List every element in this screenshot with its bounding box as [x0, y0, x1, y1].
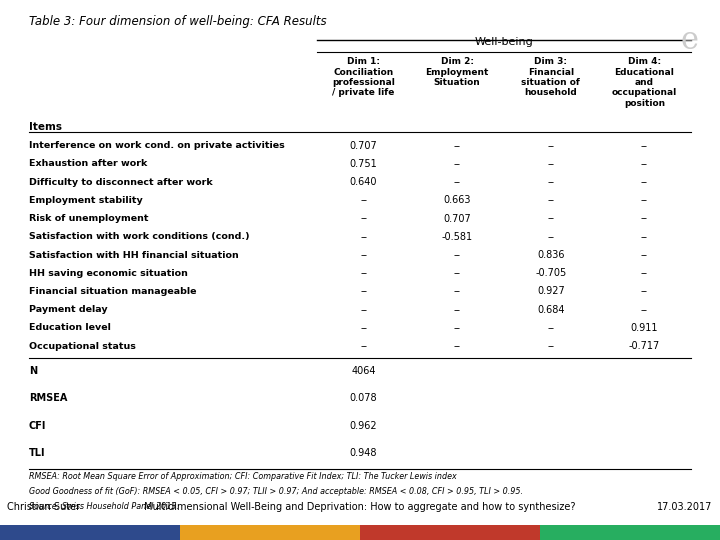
Text: --: -- [454, 141, 461, 151]
Text: Occupational status: Occupational status [29, 342, 135, 350]
Text: CFI: CFI [29, 421, 46, 430]
Text: Satisfaction with HH financial situation: Satisfaction with HH financial situation [29, 251, 238, 260]
Text: --: -- [454, 305, 461, 315]
Text: --: -- [547, 141, 554, 151]
Text: --: -- [547, 232, 554, 242]
Text: --: -- [454, 177, 461, 187]
Text: Source: Swiss Household Panel 2013.: Source: Swiss Household Panel 2013. [29, 502, 179, 511]
Text: 0.751: 0.751 [350, 159, 377, 169]
Text: 0.948: 0.948 [350, 448, 377, 458]
Text: -0.717: -0.717 [629, 341, 660, 351]
Text: --: -- [360, 250, 367, 260]
Text: Difficulty to disconnect after work: Difficulty to disconnect after work [29, 178, 212, 187]
Text: N: N [29, 366, 37, 376]
Text: --: -- [641, 268, 648, 278]
Text: Table 3: Four dimension of well-being: CFA Results: Table 3: Four dimension of well-being: C… [29, 15, 326, 28]
FancyBboxPatch shape [360, 525, 540, 540]
Text: -0.581: -0.581 [441, 232, 473, 242]
Text: --: -- [360, 341, 367, 351]
Text: Financial situation manageable: Financial situation manageable [29, 287, 197, 296]
Text: 0.663: 0.663 [444, 195, 471, 205]
Text: 0.684: 0.684 [537, 305, 564, 315]
Text: Exhaustion after work: Exhaustion after work [29, 159, 147, 168]
Text: --: -- [360, 286, 367, 296]
Text: Dim 4:
Educational
and
occupational
position: Dim 4: Educational and occupational posi… [612, 57, 677, 108]
FancyBboxPatch shape [540, 525, 720, 540]
Text: 0.707: 0.707 [350, 141, 377, 151]
Text: --: -- [454, 323, 461, 333]
Text: --: -- [360, 214, 367, 224]
Text: Satisfaction with work conditions (cond.): Satisfaction with work conditions (cond.… [29, 232, 249, 241]
Text: --: -- [547, 323, 554, 333]
Text: Interference on work cond. on private activities: Interference on work cond. on private ac… [29, 141, 284, 150]
Text: Payment delay: Payment delay [29, 305, 107, 314]
Text: Well-being: Well-being [474, 37, 534, 47]
Text: 17.03.2017: 17.03.2017 [657, 502, 713, 512]
Text: 0.078: 0.078 [350, 393, 377, 403]
Text: --: -- [454, 268, 461, 278]
Text: --: -- [641, 250, 648, 260]
Text: --: -- [641, 286, 648, 296]
Text: Employment stability: Employment stability [29, 196, 143, 205]
Text: --: -- [360, 305, 367, 315]
Text: Multidimensional Well-Being and Deprivation: How to aggregate and how to synthes: Multidimensional Well-Being and Deprivat… [144, 502, 576, 512]
Text: --: -- [360, 232, 367, 242]
Text: 0.911: 0.911 [631, 323, 658, 333]
Text: --: -- [641, 177, 648, 187]
Text: --: -- [454, 286, 461, 296]
Text: 4064: 4064 [351, 366, 376, 376]
Text: 0.836: 0.836 [537, 250, 564, 260]
Text: Dim 2:
Employment
Situation: Dim 2: Employment Situation [426, 57, 489, 87]
Text: Dim 1:
Conciliation
professional
/ private life: Dim 1: Conciliation professional / priva… [332, 57, 395, 97]
Text: 0.927: 0.927 [537, 286, 564, 296]
Text: RMSEA: RMSEA [29, 393, 67, 403]
Text: 0.962: 0.962 [350, 421, 377, 430]
Text: --: -- [547, 159, 554, 169]
Text: Dim 3:
Financial
situation of
household: Dim 3: Financial situation of household [521, 57, 580, 97]
Text: Education level: Education level [29, 323, 111, 333]
Text: Risk of unemployment: Risk of unemployment [29, 214, 148, 223]
Text: --: -- [547, 195, 554, 205]
Text: 0.707: 0.707 [444, 214, 471, 224]
Text: HH saving economic situation: HH saving economic situation [29, 269, 188, 278]
Text: RMSEA: Root Mean Square Error of Approximation; CFI: Comparative Fit Index; TLI:: RMSEA: Root Mean Square Error of Approxi… [29, 472, 456, 481]
Text: --: -- [454, 341, 461, 351]
FancyBboxPatch shape [180, 525, 360, 540]
Text: --: -- [547, 214, 554, 224]
Text: Good Goodness of fit (GoF): RMSEA < 0.05, CFI > 0.97; TLII > 0.97; And acceptabl: Good Goodness of fit (GoF): RMSEA < 0.05… [29, 487, 523, 496]
Text: --: -- [547, 177, 554, 187]
Text: --: -- [641, 214, 648, 224]
Text: --: -- [641, 159, 648, 169]
Text: --: -- [641, 232, 648, 242]
Text: 0.640: 0.640 [350, 177, 377, 187]
Text: --: -- [360, 323, 367, 333]
Text: --: -- [454, 250, 461, 260]
FancyBboxPatch shape [0, 525, 180, 540]
Text: Items: Items [29, 122, 62, 132]
Text: -0.705: -0.705 [535, 268, 567, 278]
Text: --: -- [641, 305, 648, 315]
Text: --: -- [454, 159, 461, 169]
Text: Christian Suter: Christian Suter [7, 502, 81, 512]
Text: --: -- [641, 141, 648, 151]
Text: --: -- [547, 341, 554, 351]
Text: --: -- [360, 195, 367, 205]
Text: --: -- [641, 195, 648, 205]
Text: e: e [680, 25, 698, 56]
Text: --: -- [360, 268, 367, 278]
Text: TLI: TLI [29, 448, 45, 458]
